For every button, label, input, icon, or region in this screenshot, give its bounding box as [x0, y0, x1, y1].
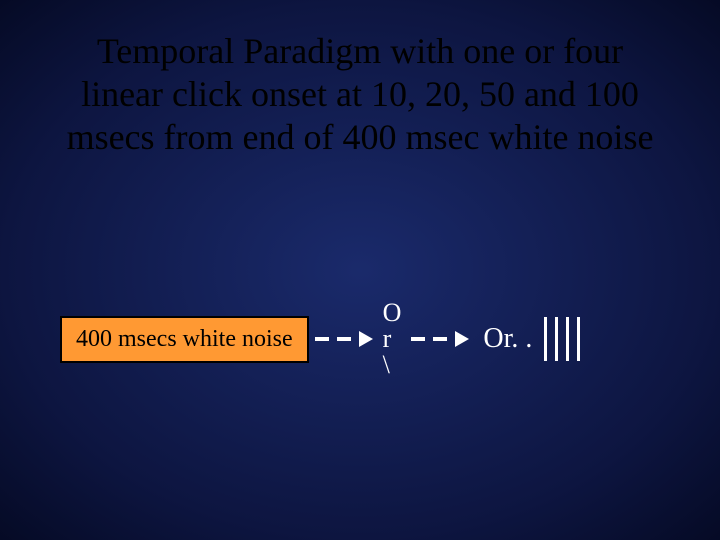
dash: [411, 337, 425, 341]
click-bar: [544, 317, 547, 361]
or-label: Or. .: [483, 323, 532, 355]
dash: [433, 337, 447, 341]
click-bar: [577, 317, 580, 361]
click-bar: [566, 317, 569, 361]
arrow-1: [315, 331, 373, 347]
or-vertical-label: O r \: [383, 300, 402, 378]
dash: [315, 337, 329, 341]
diagram-row: 400 msecs white noise O r \ Or. .: [60, 300, 700, 378]
arrow-2: [411, 331, 469, 347]
arrowhead-icon: [359, 331, 373, 347]
slide-title: Temporal Paradigm with one or four linea…: [0, 0, 720, 160]
dash: [337, 337, 351, 341]
arrowhead-icon: [455, 331, 469, 347]
noise-box: 400 msecs white noise: [60, 316, 309, 363]
click-bars: [544, 317, 580, 361]
click-bar: [555, 317, 558, 361]
